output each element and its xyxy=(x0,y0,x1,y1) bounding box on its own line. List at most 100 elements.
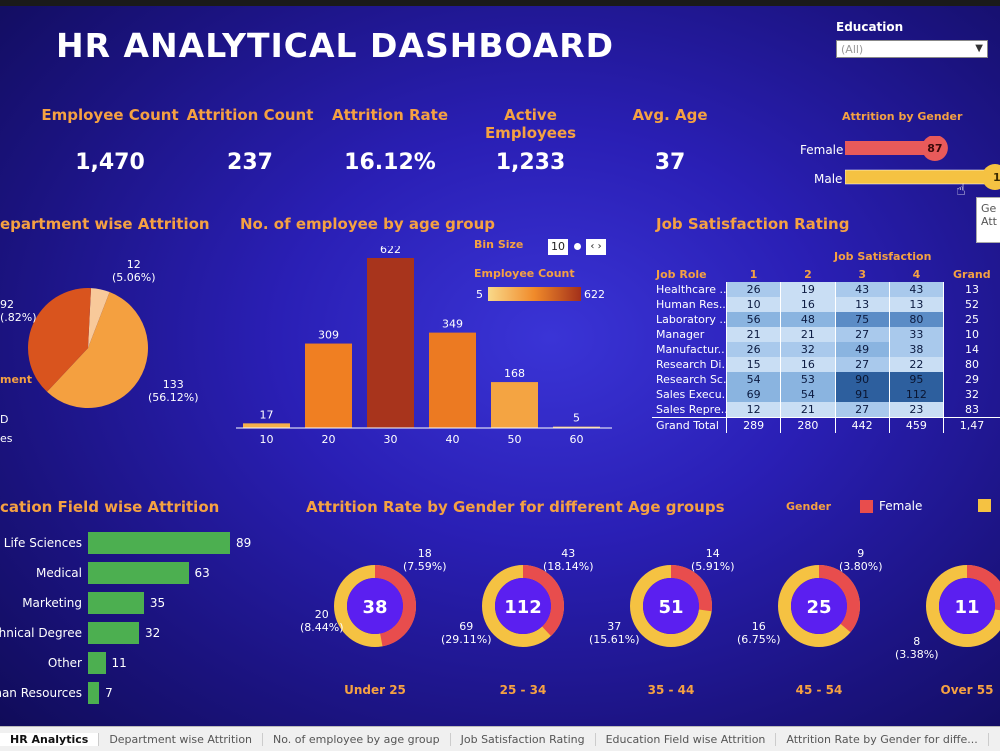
donut-total: 38 xyxy=(362,597,387,618)
tab-employee-by-age-group[interactable]: No. of employee by age group xyxy=(263,733,451,746)
tab-attrition-gender-age[interactable]: Attrition Rate by Gender for diffe... xyxy=(776,733,988,746)
age-tick-40: 40 xyxy=(446,433,460,446)
age-bar-50 xyxy=(491,382,538,428)
js-total-cell: 1,47 xyxy=(944,418,1000,434)
tooltip: Ge Att xyxy=(976,197,1000,243)
kpi-avg-age-value: 37 xyxy=(620,150,720,175)
dept-right-pct: (56.12%) xyxy=(148,391,199,404)
age-gender-donut[interactable]: 25 xyxy=(774,561,864,651)
dept-legend-item-1[interactable]: D xyxy=(0,413,8,426)
donut-total: 51 xyxy=(658,597,683,618)
tab-job-satisfaction[interactable]: Job Satisfaction Rating xyxy=(451,733,596,746)
age-bar-label-50: 168 xyxy=(504,367,525,380)
education-filter-label: Education xyxy=(836,20,903,34)
js-value-cell: 10 xyxy=(944,327,1000,342)
js-value-cell: 53 xyxy=(781,372,835,387)
js-value-cell: 33 xyxy=(889,327,943,342)
js-role-cell: Manufactur.. xyxy=(652,342,727,357)
js-role-cell: Manager xyxy=(652,327,727,342)
kpi-active-employees-label: Active Employees xyxy=(458,106,603,142)
js-value-cell: 23 xyxy=(889,402,943,418)
dept-top-pct: (5.06%) xyxy=(112,271,156,284)
dept-top-value: 12 xyxy=(112,258,156,271)
donut-female-label: 9(3.80%) xyxy=(839,547,883,573)
js-value-cell: 15 xyxy=(727,357,781,372)
department-chart-title: epartment wise Attrition xyxy=(0,215,210,233)
js-value-cell: 52 xyxy=(944,297,1000,312)
tab-education-field[interactable]: Education Field wise Attrition xyxy=(596,733,777,746)
js-value-cell: 90 xyxy=(835,372,889,387)
age-bar-label-10: 17 xyxy=(260,408,274,421)
donut-age-label: 25 - 34 xyxy=(473,683,573,697)
js-role-cell: Sales Repre.. xyxy=(652,402,727,418)
js-role-cell: Healthcare .. xyxy=(652,282,727,297)
js-total-cell: Grand Total xyxy=(652,418,727,434)
gender-legend-female[interactable]: Female xyxy=(860,499,922,513)
department-pie[interactable] xyxy=(25,285,151,411)
donut-age-label: 35 - 44 xyxy=(621,683,721,697)
kpi-attrition-rate-label: Attrition Rate xyxy=(325,106,455,124)
job-satisfaction-title: Job Satisfaction Rating xyxy=(656,215,849,233)
js-value-cell: 80 xyxy=(889,312,943,327)
tab-hr-analytics[interactable]: HR Analytics xyxy=(0,733,99,746)
js-value-cell: 32 xyxy=(781,342,835,357)
js-value-cell: 54 xyxy=(727,372,781,387)
female-legend-label: Female xyxy=(879,499,922,513)
dept-legend-item-2[interactable]: es xyxy=(0,432,13,445)
js-value-cell: 49 xyxy=(835,342,889,357)
age-bar-10 xyxy=(243,423,290,428)
female-legend-swatch xyxy=(860,500,873,513)
age-bar-30 xyxy=(367,258,414,428)
kpi-attrition-count-value: 237 xyxy=(185,150,315,175)
tab-department-wise-attrition[interactable]: Department wise Attrition xyxy=(99,733,263,746)
gender-male-value: 15 xyxy=(993,171,1000,184)
donut-male-label: 16(6.75%) xyxy=(737,620,781,646)
gender-legend-title: Gender xyxy=(786,500,831,513)
cursor-icon: ☝ xyxy=(956,180,966,199)
donut-male-label: 37(15.61%) xyxy=(589,620,640,646)
dept-left-pct: (.82%) xyxy=(0,311,37,324)
age-gender-title: Attrition Rate by Gender for different A… xyxy=(306,498,725,516)
js-value-cell: 21 xyxy=(781,402,835,418)
js-value-cell: 13 xyxy=(835,297,889,312)
age-tick-10: 10 xyxy=(260,433,274,446)
js-role-cell: Laboratory .. xyxy=(652,312,727,327)
donut-age-label: 45 - 54 xyxy=(769,683,869,697)
gender-attrition-bars[interactable]: 87 15 xyxy=(845,136,1000,196)
gender-male-bar xyxy=(845,170,1000,184)
kpi-avg-age-label: Avg. Age xyxy=(620,106,720,124)
js-value-cell: 75 xyxy=(835,312,889,327)
js-value-cell: 12 xyxy=(727,402,781,418)
education-filter-dropdown[interactable]: (All) ▼ xyxy=(836,40,988,58)
age-gender-donut[interactable]: 38 xyxy=(330,561,420,651)
age-tick-30: 30 xyxy=(384,433,398,446)
age-tick-20: 20 xyxy=(322,433,336,446)
age-bar-40 xyxy=(429,333,476,428)
education-field-title: cation Field wise Attrition xyxy=(0,498,219,516)
donut-total: 25 xyxy=(806,597,831,618)
js-value-cell: 29 xyxy=(944,372,1000,387)
kpi-employee-count-label: Employee Count xyxy=(40,106,180,124)
js-value-cell: 10 xyxy=(727,297,781,312)
js-value-cell: 38 xyxy=(889,342,943,357)
donut-age-label: Over 55 xyxy=(917,683,1000,697)
js-value-cell: 32 xyxy=(944,387,1000,402)
js-value-cell: 95 xyxy=(889,372,943,387)
js-value-cell: 21 xyxy=(781,327,835,342)
tooltip-line-2: Att xyxy=(981,215,1000,228)
dept-label-left: 92 (.82%) xyxy=(0,298,37,324)
dept-legend-title: ment xyxy=(0,373,32,386)
gender-female-label: Female xyxy=(800,143,843,157)
sheet-tabs: HR Analytics Department wise Attrition N… xyxy=(0,726,1000,751)
js-col-5: Grand xyxy=(944,267,1000,282)
